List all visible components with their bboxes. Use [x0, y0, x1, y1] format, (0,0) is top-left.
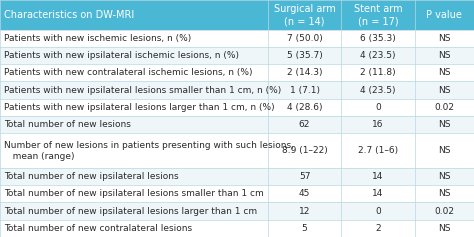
- Text: Surgical arm
(n = 14): Surgical arm (n = 14): [273, 4, 336, 26]
- Bar: [268, 133, 341, 168]
- Text: NS: NS: [438, 68, 451, 77]
- Bar: [415, 47, 474, 64]
- Bar: [0, 99, 268, 116]
- Bar: [415, 99, 474, 116]
- Text: NS: NS: [438, 189, 451, 198]
- Bar: [0, 47, 268, 64]
- Bar: [415, 0, 474, 30]
- Bar: [0, 133, 268, 168]
- Text: 2: 2: [375, 224, 381, 233]
- Text: 0: 0: [375, 103, 381, 112]
- Text: NS: NS: [438, 120, 451, 129]
- Text: Total number of new ipsilateral lesions smaller than 1 cm: Total number of new ipsilateral lesions …: [4, 189, 264, 198]
- Text: 12: 12: [299, 207, 310, 216]
- Text: 0.02: 0.02: [434, 207, 455, 216]
- Bar: [0, 0, 268, 30]
- Text: 2 (11.8): 2 (11.8): [360, 68, 396, 77]
- Text: NS: NS: [438, 172, 451, 181]
- Bar: [0, 185, 268, 202]
- Text: 2.7 (1–6): 2.7 (1–6): [358, 146, 398, 155]
- Bar: [268, 220, 341, 237]
- Bar: [341, 220, 415, 237]
- Text: 6 (35.3): 6 (35.3): [360, 34, 396, 43]
- Bar: [0, 202, 268, 220]
- Text: 2 (14.3): 2 (14.3): [287, 68, 322, 77]
- Bar: [341, 116, 415, 133]
- Bar: [0, 116, 268, 133]
- Text: Stent arm
(n = 17): Stent arm (n = 17): [354, 4, 402, 26]
- Text: 62: 62: [299, 120, 310, 129]
- Text: NS: NS: [438, 86, 451, 95]
- Text: Characteristics on DW-MRI: Characteristics on DW-MRI: [4, 10, 134, 20]
- Text: 0: 0: [375, 207, 381, 216]
- Bar: [415, 82, 474, 99]
- Text: Total number of new ipsilateral lesions larger than 1 cm: Total number of new ipsilateral lesions …: [4, 207, 257, 216]
- Bar: [341, 202, 415, 220]
- Bar: [415, 168, 474, 185]
- Bar: [415, 202, 474, 220]
- Bar: [341, 133, 415, 168]
- Text: 4 (28.6): 4 (28.6): [287, 103, 322, 112]
- Text: Patients with new ipsilateral lesions smaller than 1 cm, n (%): Patients with new ipsilateral lesions sm…: [4, 86, 281, 95]
- Bar: [341, 47, 415, 64]
- Bar: [268, 99, 341, 116]
- Text: Patients with new ischemic lesions, n (%): Patients with new ischemic lesions, n (%…: [4, 34, 191, 43]
- Bar: [268, 185, 341, 202]
- Bar: [268, 30, 341, 47]
- Bar: [341, 185, 415, 202]
- Bar: [0, 168, 268, 185]
- Text: Number of new lesions in patients presenting with such lesions,
   mean (range): Number of new lesions in patients presen…: [4, 141, 294, 161]
- Bar: [341, 0, 415, 30]
- Text: NS: NS: [438, 34, 451, 43]
- Bar: [268, 202, 341, 220]
- Text: 0.02: 0.02: [434, 103, 455, 112]
- Bar: [415, 30, 474, 47]
- Bar: [341, 30, 415, 47]
- Text: P value: P value: [427, 10, 462, 20]
- Bar: [0, 64, 268, 82]
- Bar: [415, 133, 474, 168]
- Text: Total number of new ipsilateral lesions: Total number of new ipsilateral lesions: [4, 172, 178, 181]
- Text: 5: 5: [301, 224, 308, 233]
- Text: 8.9 (1–22): 8.9 (1–22): [282, 146, 328, 155]
- Text: 5 (35.7): 5 (35.7): [287, 51, 322, 60]
- Text: Total number of new lesions: Total number of new lesions: [4, 120, 131, 129]
- Bar: [0, 30, 268, 47]
- Bar: [268, 0, 341, 30]
- Text: NS: NS: [438, 146, 451, 155]
- Text: Patients with new ipsilateral ischemic lesions, n (%): Patients with new ipsilateral ischemic l…: [4, 51, 239, 60]
- Bar: [268, 47, 341, 64]
- Text: 14: 14: [373, 172, 383, 181]
- Bar: [341, 64, 415, 82]
- Bar: [268, 116, 341, 133]
- Bar: [341, 99, 415, 116]
- Bar: [415, 116, 474, 133]
- Text: Patients with new ipsilateral lesions larger than 1 cm, n (%): Patients with new ipsilateral lesions la…: [4, 103, 274, 112]
- Bar: [415, 185, 474, 202]
- Text: Patients with new contralateral ischemic lesions, n (%): Patients with new contralateral ischemic…: [4, 68, 252, 77]
- Bar: [0, 82, 268, 99]
- Text: 7 (50.0): 7 (50.0): [287, 34, 322, 43]
- Text: 1 (7.1): 1 (7.1): [290, 86, 319, 95]
- Bar: [268, 64, 341, 82]
- Bar: [0, 220, 268, 237]
- Bar: [341, 82, 415, 99]
- Text: 45: 45: [299, 189, 310, 198]
- Text: 4 (23.5): 4 (23.5): [360, 86, 396, 95]
- Bar: [341, 168, 415, 185]
- Bar: [268, 168, 341, 185]
- Text: 57: 57: [299, 172, 310, 181]
- Text: 16: 16: [372, 120, 384, 129]
- Bar: [415, 220, 474, 237]
- Text: Total number of new contralateral lesions: Total number of new contralateral lesion…: [4, 224, 192, 233]
- Text: 14: 14: [373, 189, 383, 198]
- Bar: [415, 64, 474, 82]
- Text: 4 (23.5): 4 (23.5): [360, 51, 396, 60]
- Text: NS: NS: [438, 51, 451, 60]
- Text: NS: NS: [438, 224, 451, 233]
- Bar: [268, 82, 341, 99]
